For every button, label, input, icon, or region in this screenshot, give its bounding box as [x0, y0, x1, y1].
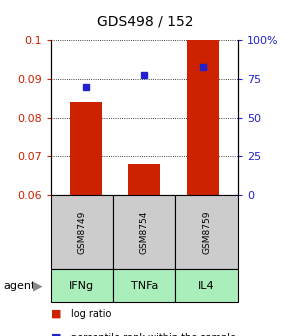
Text: GSM8749: GSM8749 — [77, 210, 86, 254]
Text: log ratio: log ratio — [71, 309, 111, 319]
Text: GSM8754: GSM8754 — [140, 210, 149, 254]
Text: ■: ■ — [51, 309, 61, 319]
Text: ■: ■ — [51, 333, 61, 336]
Bar — [70, 102, 102, 195]
Bar — [128, 164, 160, 195]
Text: GDS498 / 152: GDS498 / 152 — [97, 14, 193, 29]
Text: GSM8759: GSM8759 — [202, 210, 211, 254]
Text: percentile rank within the sample: percentile rank within the sample — [71, 333, 236, 336]
Bar — [187, 40, 219, 195]
Text: ▶: ▶ — [33, 279, 43, 292]
Text: IL4: IL4 — [198, 281, 215, 291]
Text: IFNg: IFNg — [69, 281, 95, 291]
Text: TNFa: TNFa — [130, 281, 158, 291]
Text: agent: agent — [3, 281, 35, 291]
